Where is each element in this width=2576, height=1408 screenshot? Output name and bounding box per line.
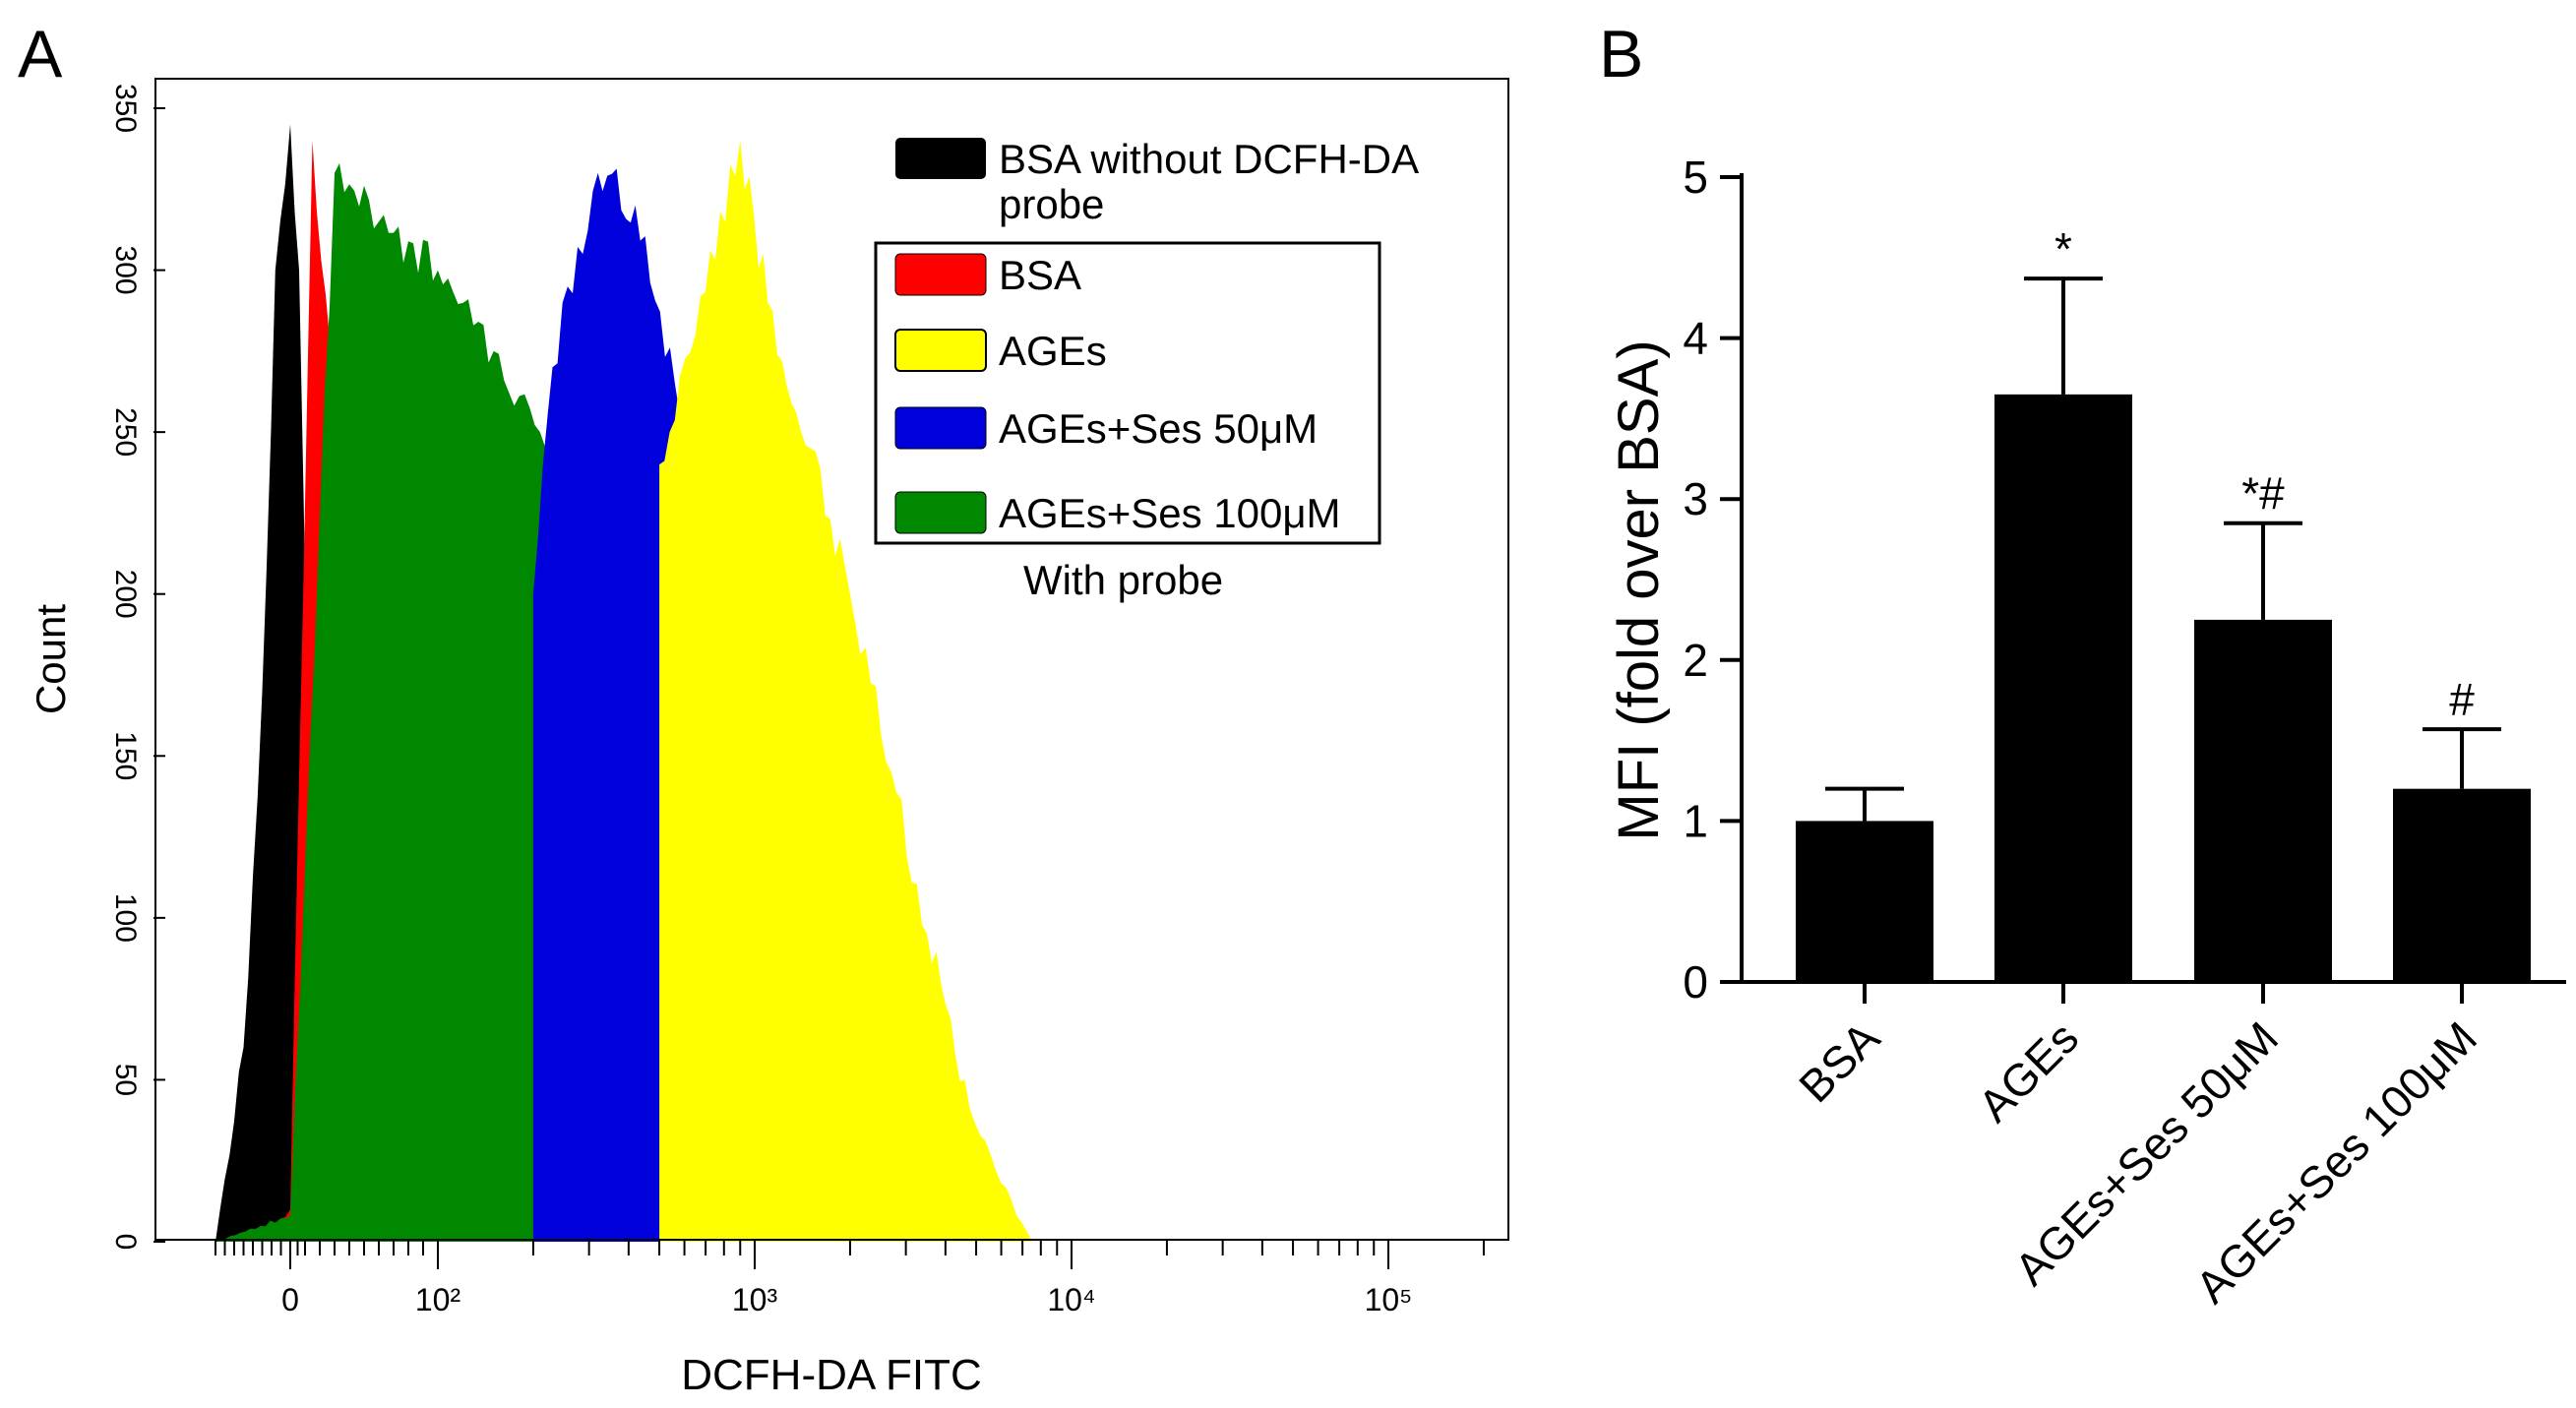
bar — [2194, 619, 2332, 982]
bar-y-tick-label: 0 — [1683, 956, 1708, 1008]
histogram-series-area — [659, 140, 1032, 1242]
bar — [1796, 821, 1933, 982]
histogram-plot-frame — [154, 78, 1509, 1241]
histogram-x-axis: 0 10² 10³ 10⁴ 10⁵ — [215, 1240, 1485, 1317]
histogram-x-tick-label: 0 — [281, 1282, 299, 1317]
significance-annotation: # — [2449, 674, 2475, 725]
histogram-x-axis-label: DCFH-DA FITC — [681, 1351, 982, 1399]
histogram-y-tick-label: 250 — [109, 407, 142, 457]
bar-y-tick-label: 4 — [1683, 313, 1708, 364]
histogram-x-tick-label: 10³ — [732, 1282, 778, 1317]
bar-y-axis: 0 1 2 3 4 5 — [1683, 152, 1744, 1008]
panel-a-histogram: A 0 50 100 150 200 250 300 350 0 10² 10³ 10⁴ 10⁵ Co… — [18, 17, 1509, 1399]
bar — [2393, 788, 2531, 982]
panel-a-label: A — [18, 17, 63, 92]
bar-y-axis-label: MFI (fold over BSA) — [1607, 339, 1671, 840]
bar — [1994, 394, 2132, 982]
histogram-areas — [215, 124, 1032, 1242]
histogram-x-tick-label: 10² — [415, 1282, 461, 1317]
histogram-y-tick-label: 50 — [109, 1064, 142, 1096]
histogram-y-axis: 0 50 100 150 200 250 300 350 — [109, 84, 165, 1250]
bar-y-tick-label: 3 — [1683, 473, 1708, 524]
legend-label-ages-ses-50: AGEs+Ses 50μM — [999, 405, 1318, 452]
histogram-y-tick-label: 200 — [109, 570, 142, 619]
histogram-y-tick-label: 0 — [109, 1234, 142, 1251]
histogram-y-tick-label: 150 — [109, 731, 142, 780]
histogram-y-axis-label: Count — [28, 604, 74, 714]
legend-label-bsa-no-probe-line2: probe — [999, 181, 1104, 227]
legend-swatch-bsa — [894, 253, 987, 296]
bar-y-tick-label: 1 — [1683, 795, 1708, 846]
histogram-legend: BSA without DCFH-DA probe BSA AGEs AGEs+… — [874, 136, 1419, 603]
histogram-series-area — [215, 124, 364, 1242]
histogram-x-tick-label: 10⁴ — [1047, 1282, 1095, 1317]
legend-label-bsa-no-probe: BSA without DCFH-DA — [999, 136, 1419, 182]
legend-caption: With probe — [1023, 557, 1223, 603]
histogram-y-tick-label: 100 — [109, 893, 142, 943]
histogram-y-tick-label: 350 — [109, 84, 142, 133]
legend-swatch-bsa-no-probe — [895, 138, 986, 179]
legend-swatch-ages-ses-50 — [894, 406, 987, 450]
significance-annotation: *# — [2241, 468, 2285, 520]
legend-label-bsa: BSA — [999, 252, 1081, 298]
bar-marks: * *# # — [1796, 223, 2531, 982]
legend-label-ages: AGEs — [999, 328, 1107, 374]
legend-label-ages-ses-100: AGEs+Ses 100μM — [999, 490, 1341, 536]
histogram-x-tick-label: 10⁵ — [1365, 1282, 1413, 1317]
significance-annotation: * — [2055, 223, 2072, 275]
bar-y-tick-label: 5 — [1683, 152, 1708, 203]
legend-swatch-ages — [894, 329, 987, 372]
legend-swatch-ages-ses-100 — [894, 491, 987, 534]
panel-b-label: B — [1599, 17, 1643, 92]
bar-y-tick-label: 2 — [1683, 635, 1708, 686]
histogram-y-tick-label: 300 — [109, 246, 142, 295]
